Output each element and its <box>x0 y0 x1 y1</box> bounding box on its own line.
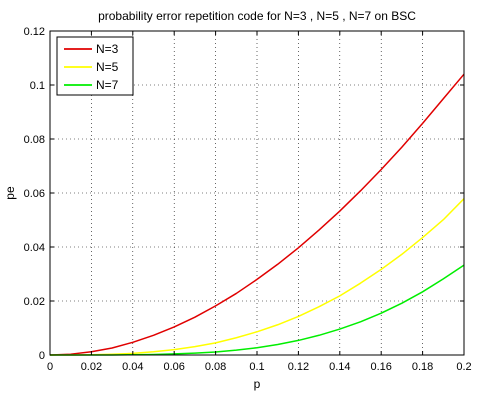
chart-title: probability error repetition code for N=… <box>98 9 416 23</box>
y-tick-label: 0.1 <box>30 80 45 92</box>
series-line-n3 <box>49 73 465 356</box>
ticks <box>49 30 465 356</box>
legend: N=3 N=5 N=7 <box>56 36 134 96</box>
legend-label-n7: N=7 <box>96 78 119 92</box>
x-tick-label: 0.08 <box>205 361 226 373</box>
y-tick-label: 0.06 <box>24 188 45 200</box>
legend-label-n5: N=5 <box>96 60 119 74</box>
x-tick-label: 0.2 <box>456 361 471 373</box>
x-tick-label: 0.18 <box>412 361 433 373</box>
x-tick-label: 0.04 <box>122 361 143 373</box>
legend-box <box>56 36 134 96</box>
x-tick-label: 0.14 <box>329 361 350 373</box>
legend-label-n3: N=3 <box>96 42 119 56</box>
y-tick-labels: 0 0.02 0.04 0.06 0.08 0.1 0.12 <box>24 26 45 362</box>
y-tick-label: 0.02 <box>24 296 45 308</box>
x-axis-label: p <box>254 377 261 391</box>
x-tick-label: 0.16 <box>370 361 391 373</box>
x-tick-label: 0.02 <box>81 361 102 373</box>
y-tick-label: 0 <box>39 350 45 362</box>
y-tick-label: 0.08 <box>24 134 45 146</box>
y-axis-label: pe <box>3 186 17 200</box>
y-tick-label: 0.12 <box>24 26 45 38</box>
y-tick-label: 0.04 <box>24 242 45 254</box>
x-tick-label: 0 <box>47 361 53 373</box>
x-tick-label: 0.1 <box>249 361 264 373</box>
series-line-n5 <box>50 198 465 356</box>
x-tick-label: 0.06 <box>163 361 184 373</box>
x-tick-labels: 0 0.02 0.04 0.06 0.08 0.1 0.12 0.14 0.16 0.18 0.2 <box>47 361 472 373</box>
x-tick-label: 0.12 <box>288 361 309 373</box>
